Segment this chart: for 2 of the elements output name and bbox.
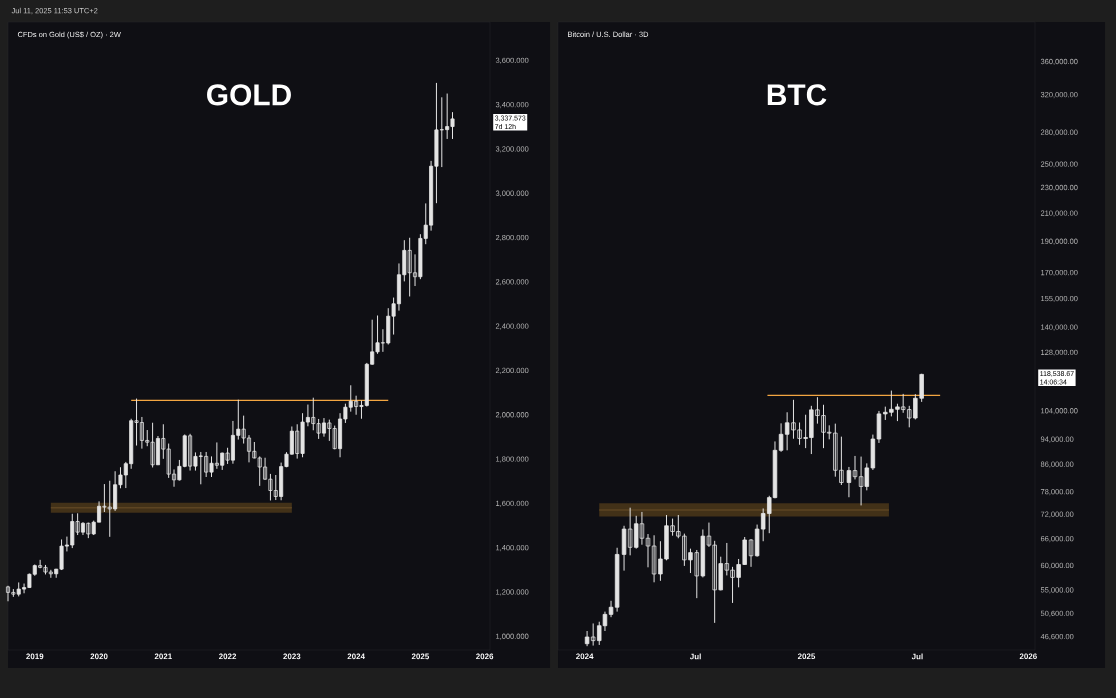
text: BTC — [767, 84, 827, 106]
text: GOLD — [207, 84, 291, 106]
